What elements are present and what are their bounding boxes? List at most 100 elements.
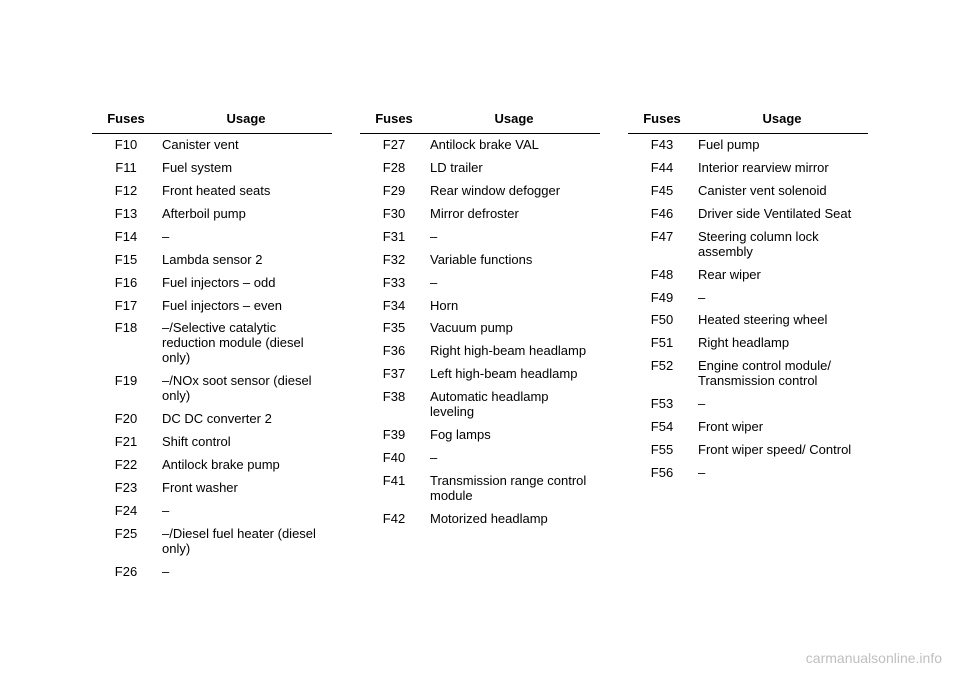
usage-cell: – <box>160 561 332 584</box>
fuse-table-column-1: Fuses Usage F10Canister ventF11Fuel syst… <box>92 108 332 584</box>
usage-cell: –/NOx soot sensor (diesel only) <box>160 370 332 408</box>
fuse-cell: F46 <box>628 203 696 226</box>
fuse-table-column-2: Fuses Usage F27Antilock brake VALF28LD t… <box>360 108 600 584</box>
fuse-cell: F56 <box>628 462 696 485</box>
fuse-cell: F11 <box>92 157 160 180</box>
table-row: F53– <box>628 393 868 416</box>
table-row: F34Horn <box>360 295 600 318</box>
usage-cell: Right high-beam headlamp <box>428 340 600 363</box>
table-row: F33– <box>360 272 600 295</box>
header-fuses: Fuses <box>360 108 428 133</box>
table-header-row: Fuses Usage <box>360 108 600 133</box>
fuse-cell: F28 <box>360 157 428 180</box>
fuse-cell: F25 <box>92 523 160 561</box>
usage-cell: – <box>696 287 868 310</box>
table-row: F48Rear wiper <box>628 264 868 287</box>
table-row: F23Front washer <box>92 477 332 500</box>
usage-cell: Fuel injectors – odd <box>160 272 332 295</box>
usage-cell: – <box>160 500 332 523</box>
fuse-cell: F17 <box>92 295 160 318</box>
fuse-table-column-3: Fuses Usage F43Fuel pumpF44Interior rear… <box>628 108 868 584</box>
table-row: F32Variable functions <box>360 249 600 272</box>
usage-cell: Rear window defogger <box>428 180 600 203</box>
header-fuses: Fuses <box>628 108 696 133</box>
fuse-cell: F14 <box>92 226 160 249</box>
table-row: F31– <box>360 226 600 249</box>
fuse-cell: F38 <box>360 386 428 424</box>
fuse-cell: F45 <box>628 180 696 203</box>
table-row: F49– <box>628 287 868 310</box>
usage-cell: Antilock brake VAL <box>428 133 600 156</box>
table-row: F20DC DC converter 2 <box>92 408 332 431</box>
table-row: F42Motorized headlamp <box>360 508 600 531</box>
fuse-cell: F52 <box>628 355 696 393</box>
table-row: F18–/Selective catalytic reduction modul… <box>92 317 332 370</box>
fuse-cell: F24 <box>92 500 160 523</box>
usage-cell: Right headlamp <box>696 332 868 355</box>
fuse-table-3: Fuses Usage F43Fuel pumpF44Interior rear… <box>628 108 868 485</box>
usage-cell: Canister vent solenoid <box>696 180 868 203</box>
header-usage: Usage <box>428 108 600 133</box>
table-row: F17Fuel injectors – even <box>92 295 332 318</box>
table-row: F10Canister vent <box>92 133 332 156</box>
table-row: F41Transmission range control module <box>360 470 600 508</box>
fuse-cell: F35 <box>360 317 428 340</box>
header-usage: Usage <box>160 108 332 133</box>
table-row: F11Fuel system <box>92 157 332 180</box>
table-row: F30Mirror defroster <box>360 203 600 226</box>
fuse-cell: F47 <box>628 226 696 264</box>
fuse-cell: F50 <box>628 309 696 332</box>
usage-cell: Fuel system <box>160 157 332 180</box>
header-fuses: Fuses <box>92 108 160 133</box>
fuse-table-2: Fuses Usage F27Antilock brake VALF28LD t… <box>360 108 600 531</box>
usage-cell: Automatic headlamp leveling <box>428 386 600 424</box>
fuse-cell: F34 <box>360 295 428 318</box>
table-row: F54Front wiper <box>628 416 868 439</box>
table-row: F56– <box>628 462 868 485</box>
table-row: F44Interior rearview mirror <box>628 157 868 180</box>
fuse-cell: F20 <box>92 408 160 431</box>
fuse-cell: F53 <box>628 393 696 416</box>
table-row: F52Engine control module/ Transmission c… <box>628 355 868 393</box>
usage-cell: Horn <box>428 295 600 318</box>
table-row: F46Driver side Ventilated Seat <box>628 203 868 226</box>
table-row: F19–/NOx soot sensor (diesel only) <box>92 370 332 408</box>
fuse-cell: F26 <box>92 561 160 584</box>
fuse-cell: F21 <box>92 431 160 454</box>
fuse-cell: F31 <box>360 226 428 249</box>
usage-cell: Driver side Ventilated Seat <box>696 203 868 226</box>
usage-cell: Motorized headlamp <box>428 508 600 531</box>
table-row: F14– <box>92 226 332 249</box>
usage-cell: Vacuum pump <box>428 317 600 340</box>
usage-cell: Front wiper speed/ Control <box>696 439 868 462</box>
table-row: F26– <box>92 561 332 584</box>
fuse-cell: F37 <box>360 363 428 386</box>
table-row: F39Fog lamps <box>360 424 600 447</box>
usage-cell: LD trailer <box>428 157 600 180</box>
usage-cell: – <box>428 226 600 249</box>
usage-cell: DC DC converter 2 <box>160 408 332 431</box>
usage-cell: –/Selective catalytic reduction module (… <box>160 317 332 370</box>
fuse-cell: F43 <box>628 133 696 156</box>
table-row: F12Front heated seats <box>92 180 332 203</box>
header-usage: Usage <box>696 108 868 133</box>
usage-cell: Fog lamps <box>428 424 600 447</box>
usage-cell: – <box>428 447 600 470</box>
table-row: F36Right high-beam headlamp <box>360 340 600 363</box>
fuse-cell: F48 <box>628 264 696 287</box>
table-row: F47Steering column lock assembly <box>628 226 868 264</box>
table-row: F50Heated steering wheel <box>628 309 868 332</box>
fuse-cell: F12 <box>92 180 160 203</box>
table-row: F25–/Diesel fuel heater (diesel only) <box>92 523 332 561</box>
fuse-cell: F51 <box>628 332 696 355</box>
table-body-3: F43Fuel pumpF44Interior rearview mirrorF… <box>628 133 868 485</box>
usage-cell: Engine control module/ Transmission cont… <box>696 355 868 393</box>
fuse-cell: F32 <box>360 249 428 272</box>
usage-cell: Afterboil pump <box>160 203 332 226</box>
usage-cell: Fuel injectors – even <box>160 295 332 318</box>
table-row: F35Vacuum pump <box>360 317 600 340</box>
table-row: F13Afterboil pump <box>92 203 332 226</box>
usage-cell: – <box>428 272 600 295</box>
usage-cell: Mirror defroster <box>428 203 600 226</box>
fuse-cell: F27 <box>360 133 428 156</box>
